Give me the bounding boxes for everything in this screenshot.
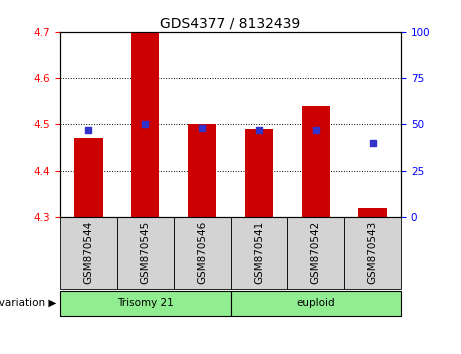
Text: genotype/variation ▶: genotype/variation ▶ [0, 298, 57, 308]
Bar [131, 32, 160, 217]
Point [255, 127, 263, 133]
Text: Trisomy 21: Trisomy 21 [117, 298, 174, 308]
Bar [245, 129, 273, 217]
Bar [188, 124, 216, 217]
Bar [60, 291, 230, 316]
Bar [60, 217, 117, 289]
Bar [230, 291, 401, 316]
Bar [287, 217, 344, 289]
Text: GSM870543: GSM870543 [367, 221, 378, 284]
Text: GSM870541: GSM870541 [254, 221, 264, 284]
Bar [117, 217, 174, 289]
Bar [174, 217, 230, 289]
Point [198, 125, 206, 131]
Point [85, 127, 92, 133]
Bar [358, 207, 387, 217]
Bar [230, 217, 287, 289]
Text: GSM870542: GSM870542 [311, 221, 321, 284]
Title: GDS4377 / 8132439: GDS4377 / 8132439 [160, 17, 301, 31]
Text: euploid: euploid [296, 298, 335, 308]
Point [312, 127, 319, 133]
Text: GSM870545: GSM870545 [140, 221, 150, 284]
Bar [301, 106, 330, 217]
Bar [344, 217, 401, 289]
Point [369, 140, 376, 146]
Bar [74, 138, 102, 217]
Text: GSM870544: GSM870544 [83, 221, 94, 284]
Point [142, 121, 149, 127]
Text: GSM870546: GSM870546 [197, 221, 207, 284]
